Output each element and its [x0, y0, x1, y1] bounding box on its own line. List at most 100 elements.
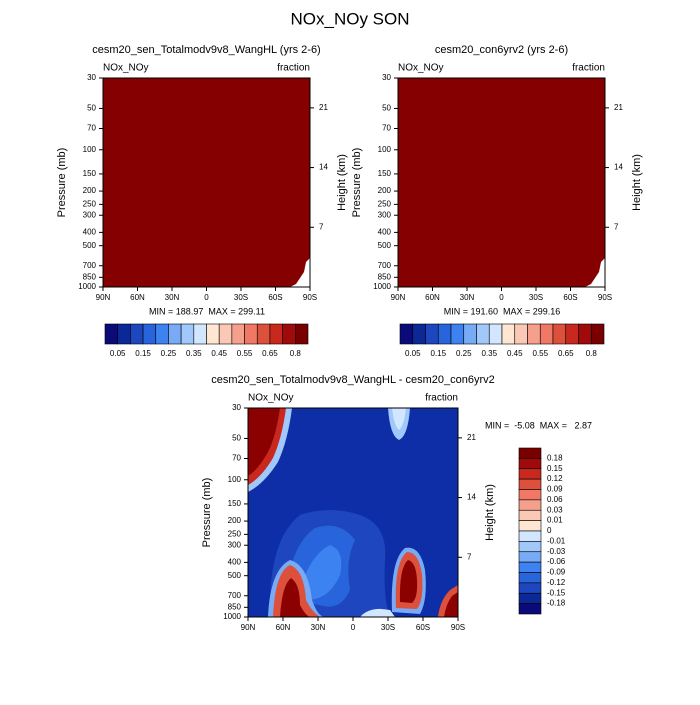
y-tick-label: 250	[228, 529, 242, 538]
x-tick-label: 60S	[563, 293, 577, 302]
x-tick-label: 30N	[165, 293, 180, 302]
colorbar-box	[527, 323, 541, 345]
colorbar-box	[518, 478, 542, 490]
colorbar-label: 0.45	[211, 349, 227, 358]
colorbar-label: 0.8	[586, 349, 598, 358]
y-tick-label: 250	[83, 199, 97, 208]
right-label: fraction	[425, 393, 458, 404]
y-tick-label: 700	[378, 261, 392, 270]
colorbar-box	[552, 323, 567, 345]
y-tick-label: 150	[378, 169, 392, 178]
colorbar-label: 0.18	[547, 453, 563, 462]
colorbar-box	[518, 499, 542, 511]
x-tick-label: 30S	[529, 293, 543, 302]
y-tick-label: 700	[83, 261, 97, 270]
y-tick-label: 100	[228, 475, 242, 484]
y-tick-label: 300	[83, 210, 97, 219]
colorbar-box	[518, 489, 542, 501]
colorbar-label: 0.15	[547, 464, 563, 473]
colorbar-label: 0.8	[290, 349, 302, 358]
x-tick-label: 60S	[268, 293, 282, 302]
colorbar-box	[412, 323, 426, 345]
y-tick-label: 200	[378, 186, 392, 195]
colorbar-label: 0.06	[547, 495, 563, 504]
y-tick-label: 500	[378, 241, 392, 250]
left-label: NOx_NOy	[398, 63, 444, 74]
colorbar-label: 0.55	[532, 349, 548, 358]
y-tick-label: 300	[378, 210, 392, 219]
x-tick-label: 60N	[130, 293, 145, 302]
colorbar-box	[565, 323, 579, 345]
colorbar-box	[518, 572, 542, 584]
x-tick-label: 0	[204, 293, 209, 302]
x-tick-label: 90S	[451, 623, 465, 632]
x-tick-label: 30N	[460, 293, 475, 302]
y-tick-label: 400	[378, 227, 392, 236]
y-tick-label: 150	[228, 499, 242, 508]
y-tick-label: 70	[232, 454, 241, 463]
y2-tick-label: 21	[467, 433, 476, 442]
colorbar-box	[269, 323, 283, 345]
colorbar-box	[518, 447, 542, 459]
y2-tick-label: 21	[319, 103, 328, 112]
x-tick-label: 30S	[234, 293, 248, 302]
x-tick-label: 90N	[96, 293, 111, 302]
x-tick-label: 90N	[391, 293, 406, 302]
y-axis-label: Pressure (mb)	[56, 148, 68, 218]
x-tick-label: 0	[351, 623, 356, 632]
colorbar-box	[231, 323, 245, 345]
colorbar-box	[244, 323, 258, 345]
colorbar-box	[399, 323, 414, 345]
colorbar-box	[590, 323, 605, 345]
y-tick-label: 1000	[78, 282, 96, 291]
y-tick-label: 50	[382, 104, 391, 113]
y-tick-label: 850	[228, 602, 242, 611]
colorbar-box	[488, 323, 503, 345]
colorbar-box	[168, 323, 182, 345]
colorbar-box	[295, 323, 309, 345]
y2-axis-label: Height (km)	[336, 154, 348, 211]
y-tick-label: 100	[83, 145, 97, 154]
colorbar-label: 0.05	[405, 349, 421, 358]
colorbar-box	[218, 323, 233, 345]
y-tick-label: 200	[83, 186, 97, 195]
colorbar-box	[104, 323, 118, 345]
y-tick-label: 1000	[373, 282, 391, 291]
right-label: fraction	[572, 63, 605, 74]
colorbar-box	[518, 603, 542, 615]
colorbar-box	[518, 592, 542, 604]
x-tick-label: 30S	[381, 623, 395, 632]
y-tick-label: 250	[378, 199, 392, 208]
colorbar-box	[256, 323, 271, 345]
colorbar-box	[518, 458, 542, 470]
colorbar-label: 0.65	[262, 349, 278, 358]
x-tick-label: 60S	[416, 623, 430, 632]
x-tick-label: 30N	[311, 623, 326, 632]
colorbar-box	[501, 323, 516, 345]
colorbar-box	[206, 323, 220, 345]
x-tick-label: 0	[499, 293, 504, 302]
colorbar-box	[193, 323, 207, 345]
contour-field	[248, 408, 458, 617]
colorbar-label: 0.15	[135, 349, 151, 358]
colorbar-box	[476, 323, 490, 345]
y-axis-label: Pressure (mb)	[351, 148, 363, 218]
y-axis-label: Pressure (mb)	[201, 478, 213, 548]
colorbar-box	[437, 323, 452, 345]
contour-field	[398, 78, 605, 287]
colorbar-box	[450, 323, 465, 345]
y-tick-label: 850	[378, 272, 392, 281]
colorbar-box	[155, 323, 169, 345]
y-tick-label: 50	[87, 104, 96, 113]
colorbar-box	[518, 530, 542, 542]
colorbar-box	[539, 323, 554, 345]
colorbar-box	[463, 323, 477, 345]
figure-title: NOx_NOy SON	[290, 9, 409, 28]
stats: MIN = 188.97 MAX = 299.11	[149, 306, 265, 316]
y2-axis-label: Height (km)	[631, 154, 643, 211]
colorbar-box	[142, 323, 157, 345]
colorbar-label: -0.12	[547, 578, 566, 587]
y2-tick-label: 14	[614, 163, 623, 172]
y-tick-label: 500	[228, 571, 242, 580]
